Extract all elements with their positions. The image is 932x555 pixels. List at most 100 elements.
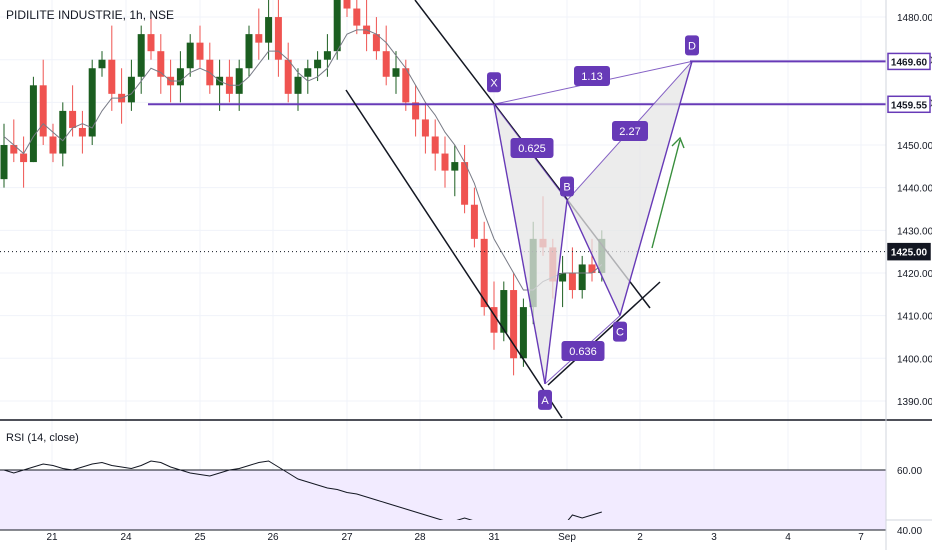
x-tick-label: 7: [858, 532, 864, 543]
candle-body: [255, 34, 263, 43]
candle-body: [588, 264, 596, 273]
candle-body: [0, 145, 8, 180]
rsi-tick-label: 40.00: [897, 526, 922, 537]
x-tick-label: 2: [637, 532, 643, 543]
candle-body: [421, 119, 429, 137]
candle-body: [402, 68, 410, 103]
ratio-label: 2.27: [619, 126, 640, 138]
candle-body: [20, 153, 28, 163]
candle-body: [10, 145, 18, 154]
candle-body: [274, 17, 282, 60]
candle-body: [441, 153, 449, 171]
candle-body: [470, 204, 478, 239]
ratio-label: 0.625: [518, 143, 546, 155]
y-tick-label: 1480.00: [897, 13, 932, 24]
x-tick-label: 21: [46, 532, 58, 543]
candle-body: [127, 76, 135, 103]
rsi-tick-label: 60.00: [897, 466, 922, 477]
candle-body: [137, 34, 145, 77]
candle-body: [98, 59, 106, 69]
ratio-label: 0.636: [569, 346, 597, 358]
price-label-text: 1459.55: [891, 100, 928, 111]
pattern-leg-AB: [544, 200, 568, 384]
candle-body: [500, 290, 508, 333]
pattern-point-label: B: [563, 181, 570, 193]
price-label-text: 1469.60: [891, 57, 928, 68]
ratio-label-bg: [612, 121, 648, 141]
candle-body: [353, 8, 361, 26]
rsi-band: [0, 470, 886, 530]
candle-body: [480, 238, 488, 308]
pattern-leg-XA: [493, 104, 546, 385]
price-label-text: 1425.00: [891, 248, 928, 259]
price-label-box: [887, 52, 931, 71]
trend-line-support: [547, 281, 661, 386]
pattern-point-bg: [487, 72, 501, 93]
candle-body: [39, 85, 47, 137]
ratio-label: 1.13: [581, 71, 602, 83]
pattern-layer: 1.13 0.625 2.27 0.636 X A B C D: [148, 0, 886, 419]
chart-title: PIDILITE INDUSTRIE, 1h, NSE: [6, 8, 175, 22]
grid-layer: [0, 0, 886, 520]
candle-body: [343, 0, 351, 9]
price-label-box: [887, 242, 931, 261]
pattern-point-bg: [538, 389, 552, 410]
rsi-title: RSI (14, close): [6, 432, 79, 444]
channel-line-lower: [345, 89, 563, 419]
candle-body: [431, 136, 439, 154]
candle-body: [412, 102, 420, 120]
rsi-layer: [0, 419, 932, 531]
x-tick-label: 25: [194, 532, 206, 543]
candle-body: [69, 110, 77, 128]
candle-body: [568, 272, 576, 291]
pattern-point-bg: [685, 35, 699, 56]
candle-body: [186, 42, 194, 69]
projection-arrow-head: [671, 136, 685, 149]
candle-body: [333, 0, 341, 52]
x-tick-label: 3: [711, 532, 717, 543]
price-layer: [0, 0, 886, 376]
y-tick-label: 1440.00: [897, 184, 932, 195]
y-tick-label: 1420.00: [897, 269, 932, 280]
pattern-fill-xab: [494, 104, 567, 384]
candle-body: [323, 51, 331, 60]
candle-body: [265, 17, 273, 43]
x-tick-label: 24: [120, 532, 132, 543]
y-tick-label: 1410.00: [897, 312, 932, 323]
pattern-point-label: D: [688, 40, 696, 52]
axis-layer: 1480.001470.001460.001450.001440.001430.…: [46, 0, 932, 550]
candle-body: [578, 264, 586, 291]
pattern-point-bg: [560, 176, 574, 197]
candle-body: [294, 76, 302, 94]
y-tick-label: 1430.00: [897, 226, 932, 237]
candle-body: [372, 34, 380, 52]
ratio-label-bg: [574, 66, 610, 86]
candle-body: [314, 59, 322, 69]
x-tick-label: 27: [341, 532, 353, 543]
candle-body: [245, 34, 253, 69]
y-tick-label: 1400.00: [897, 354, 932, 365]
candle-body: [59, 110, 67, 154]
x-tick-label: 31: [488, 532, 500, 543]
candle-body: [519, 307, 527, 359]
pattern-point-label: X: [490, 77, 498, 89]
ratio-label-bg: [561, 341, 605, 361]
candle-body: [284, 59, 292, 94]
y-tick-label: 1450.00: [897, 141, 932, 152]
candle-body: [392, 68, 400, 77]
candle-body: [176, 68, 184, 86]
candle-body: [382, 51, 390, 77]
rsi-line: [3, 460, 602, 520]
candle-body: [157, 51, 165, 77]
pattern-point-label: C: [616, 327, 624, 339]
pattern-point-label: A: [541, 395, 549, 407]
moving-average-line: [3, 29, 603, 291]
pattern-leg-CD: [619, 61, 693, 316]
candle-body: [510, 290, 518, 359]
pattern-fill-bcd: [567, 61, 692, 316]
x-tick-label: 28: [414, 532, 426, 543]
x-tick-label: 4: [785, 532, 791, 543]
candle-body: [451, 162, 459, 171]
x-tick-label: 26: [267, 532, 279, 543]
